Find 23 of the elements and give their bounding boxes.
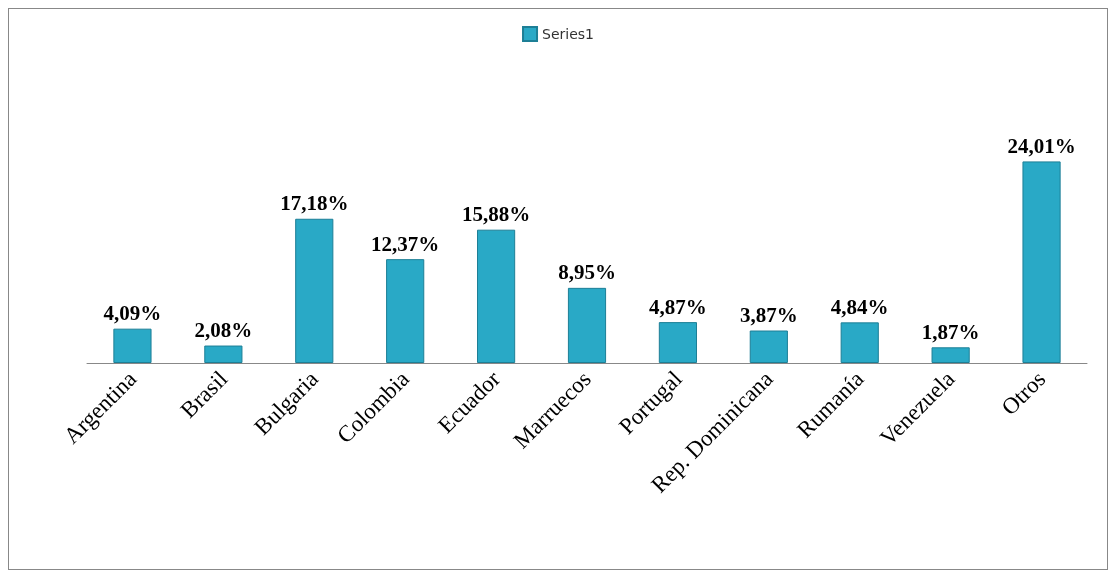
data-label: 24,01% [1007, 133, 1076, 158]
bar [931, 347, 970, 363]
data-label: 4,84% [830, 294, 889, 319]
data-label: 15,88% [461, 202, 531, 227]
bar [749, 330, 788, 363]
bar [204, 345, 243, 363]
bar [113, 328, 152, 363]
data-label: 2,08% [194, 318, 253, 343]
legend-label: Series1 [542, 26, 594, 42]
bar [295, 218, 334, 363]
bar [567, 287, 607, 363]
bar [658, 322, 697, 363]
data-label: 1,87% [921, 319, 980, 344]
data-label: 4,87% [649, 294, 707, 319]
data-label: 3,87% [739, 303, 798, 328]
data-label: 4,09% [103, 301, 162, 326]
data-label: 12,37% [371, 231, 440, 256]
data-label: 17,18% [280, 191, 349, 216]
bar [477, 229, 516, 363]
bar [1022, 161, 1061, 363]
bar [386, 259, 425, 363]
bar [840, 322, 879, 363]
data-label: 8,95% [558, 260, 616, 285]
